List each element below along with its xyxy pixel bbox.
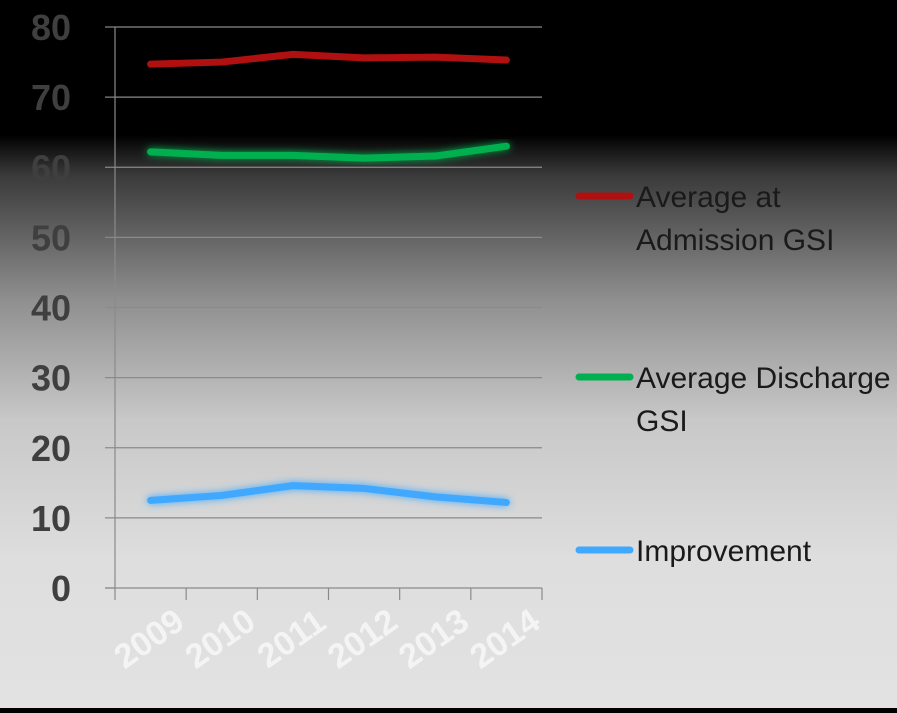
y-tick-label: 10 xyxy=(31,498,71,539)
series-line-0 xyxy=(147,50,510,68)
y-tick-label: 50 xyxy=(31,217,71,258)
gridlines xyxy=(115,26,542,519)
legend-label: Improvement xyxy=(636,535,812,568)
x-tick-label: 2009 xyxy=(107,602,191,677)
y-tick-label: 40 xyxy=(31,288,71,329)
legend-label: Average at Admission GSI xyxy=(636,181,834,257)
y-tick-label: 60 xyxy=(31,147,71,188)
y-tick-label: 20 xyxy=(31,428,71,469)
y-tick-label: 70 xyxy=(31,77,71,118)
x-tick-label: 2014 xyxy=(463,602,547,677)
axes xyxy=(105,26,543,600)
y-tick-label: 0 xyxy=(51,568,71,609)
x-tick-label: 2010 xyxy=(179,602,263,677)
x-tick-label: 2013 xyxy=(392,602,476,677)
y-tick-label: 80 xyxy=(31,7,71,48)
legend: Average at Admission GSI Average Discharge… xyxy=(575,181,891,568)
x-tick-label: 2011 xyxy=(250,602,332,675)
x-tick-label: 2012 xyxy=(321,602,405,677)
y-axis-tick-labels: 0 10 20 30 40 50 60 70 80 xyxy=(31,7,71,609)
series-line-2 xyxy=(147,482,510,506)
series-lines xyxy=(147,50,510,506)
series-line-1 xyxy=(147,142,510,162)
legend-label: Average Discharge GSI xyxy=(636,362,891,438)
y-tick-label: 30 xyxy=(31,358,71,399)
